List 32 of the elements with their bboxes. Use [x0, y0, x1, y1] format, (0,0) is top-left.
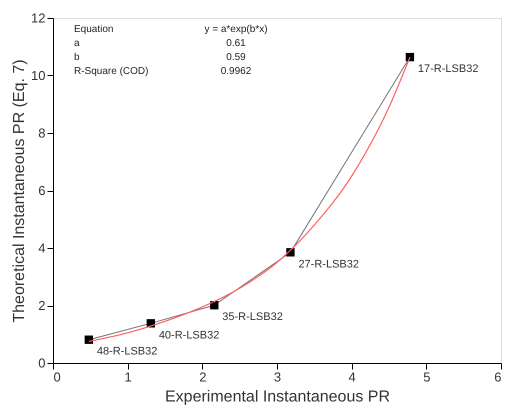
annotation: R-Square (COD) [74, 66, 148, 77]
annotation: 0.59 [226, 52, 246, 63]
y-tick-label: 6 [38, 183, 46, 198]
x-tick-label: 4 [348, 370, 356, 384]
y-tick-label: 2 [38, 298, 46, 313]
point [406, 52, 414, 62]
point [84, 336, 94, 344]
x-tick-label: 6 [494, 370, 502, 384]
y-tick-label: 12 [31, 10, 46, 26]
annotation: 27-R-LSB32 [298, 258, 359, 270]
annotation: 48-R-LSB32 [96, 346, 158, 358]
y-tick-label: 10 [31, 68, 46, 83]
annotation: 35-R-LSB32 [222, 311, 283, 324]
x-tick-label: 2 [199, 370, 206, 384]
y-tick-label: 0 [38, 356, 46, 370]
annotation: 40-R-LSB32 [158, 329, 220, 342]
x-tick-label: 3 [274, 370, 282, 384]
annotation: b [74, 52, 80, 63]
annotation: Equation [74, 24, 114, 35]
x-tick-label: 0 [54, 370, 61, 384]
x-tick-label: 5 [423, 370, 430, 384]
y-tick-label: 8 [38, 126, 46, 140]
annotation: 0.61 [226, 38, 246, 49]
x-axis-title: Experimental Instantaneous PR [164, 388, 390, 406]
annotation: 17-R-LSB32 [418, 63, 478, 76]
annotation: a [74, 38, 80, 49]
y-axis-title: Theoretical Instantaneous PR (Eq. 7) [11, 59, 28, 323]
annotation: y = a*exp(b*x) [204, 24, 268, 35]
y-tick-label: 4 [38, 240, 46, 256]
x-tick-label: 1 [124, 370, 132, 384]
point [210, 301, 218, 310]
annotation: 0.9962 [220, 66, 252, 77]
